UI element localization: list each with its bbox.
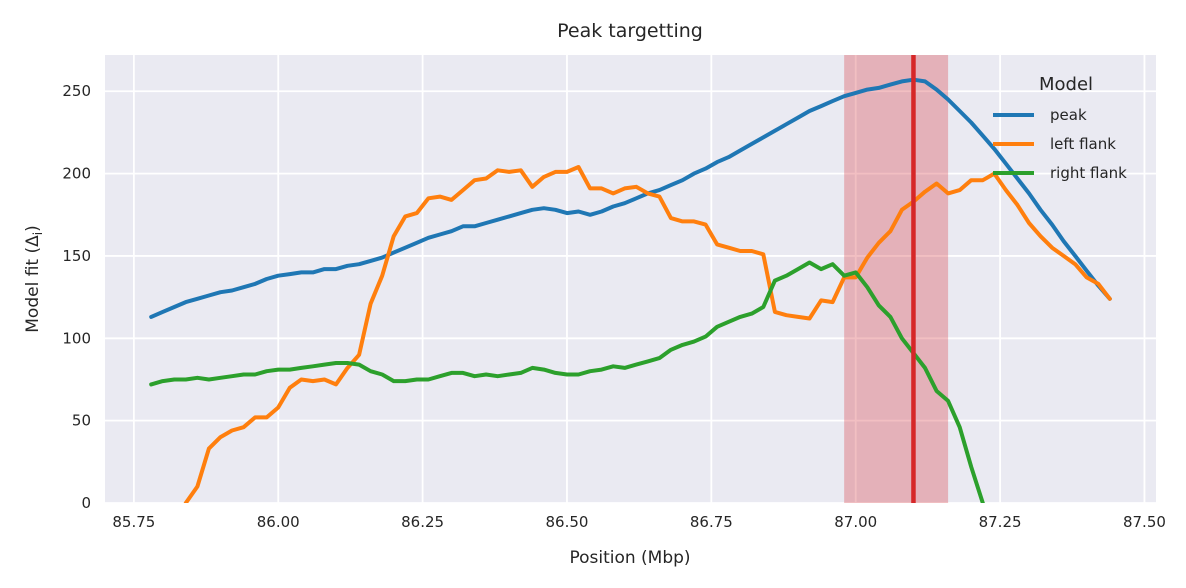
y-tick-label: 0	[81, 494, 91, 512]
series-line-peak	[149, 77, 1112, 319]
x-tick-label: 86.25	[401, 513, 444, 531]
legend-label: peak	[1050, 106, 1087, 124]
series-line-left-flank	[183, 165, 1112, 503]
y-axis-label-main: Model fit (Δ	[23, 235, 43, 333]
y-tick-label: 250	[62, 82, 91, 100]
y-axis-label-close: )	[23, 225, 43, 232]
legend: Model peak left flank right flank	[993, 74, 1127, 182]
plot-area	[105, 55, 1156, 503]
y-tick-label: 100	[62, 329, 91, 347]
x-tick-label: 86.50	[546, 513, 589, 531]
grid	[105, 55, 1156, 504]
x-tick-label: 87.50	[1123, 513, 1166, 531]
x-tick-label: 85.75	[112, 513, 155, 531]
x-axis: 85.75 86.00 86.25 86.50 86.75 87.00 87.25 87.50	[112, 513, 1166, 531]
y-axis-label-subscript: i	[31, 232, 45, 235]
x-tick-label: 87.25	[979, 513, 1022, 531]
y-axis: 0 50 100 150 200 250	[62, 82, 91, 512]
y-tick-label: 150	[62, 247, 91, 265]
x-tick-label: 87.00	[834, 513, 877, 531]
legend-label: right flank	[1050, 164, 1127, 182]
series-layer	[149, 77, 1112, 503]
legend-title: Model	[1039, 74, 1093, 95]
chart-title: Peak targetting	[557, 20, 703, 42]
y-axis-label: Model fit (Δi)	[23, 225, 45, 332]
x-axis-label: Position (Mbp)	[569, 548, 690, 568]
series-line-right-flank	[149, 260, 985, 503]
x-tick-label: 86.00	[257, 513, 300, 531]
x-tick-label: 86.75	[690, 513, 733, 531]
y-tick-label: 200	[62, 165, 91, 183]
legend-label: left flank	[1050, 135, 1116, 153]
y-tick-label: 50	[72, 412, 91, 430]
